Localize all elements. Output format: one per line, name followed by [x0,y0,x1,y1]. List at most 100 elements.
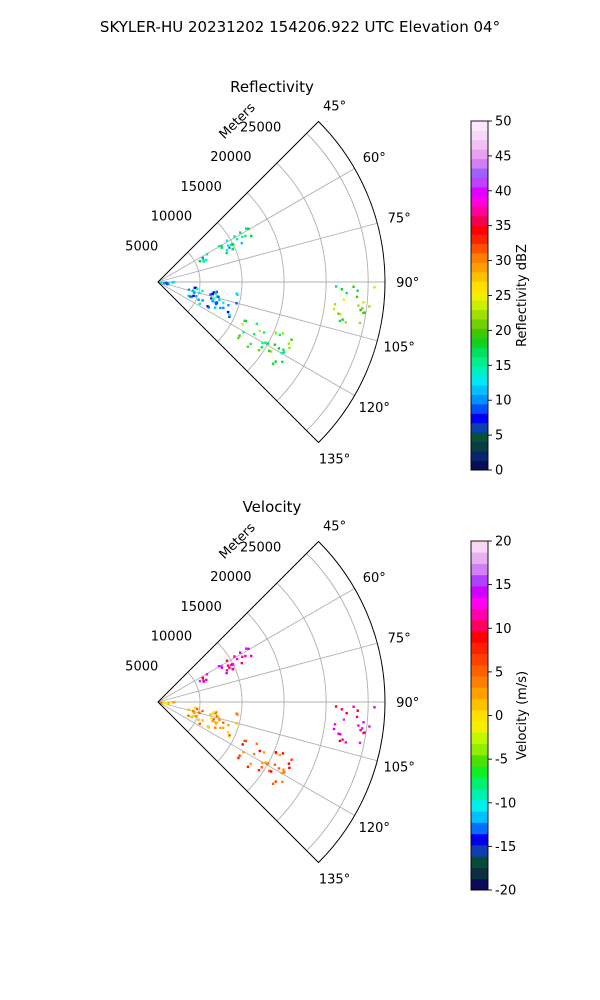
echo-gate [205,678,208,682]
echo-gate [194,715,197,718]
echo-gate [231,247,235,251]
echo-gate [207,726,210,729]
echo-gate [218,718,221,721]
echo-gate [282,351,286,354]
echo-gate [193,286,196,289]
echo-gate [243,319,246,322]
echo-gate [214,712,218,715]
colorbar-band [471,563,488,576]
echo-gate [239,231,242,234]
echo-gate [228,315,231,318]
echo-gate [268,769,271,773]
echo-gate [220,246,224,249]
azimuth-tick-label: 75° [388,631,411,646]
radial-tick-label: 10000 [151,210,192,225]
colorbar-band [471,732,488,745]
echo-gate [226,730,230,734]
colorbar-tick-label: 50 [495,115,512,130]
echo-gate [287,342,291,345]
colorbar-band [471,121,488,131]
colorbar-band [471,271,488,282]
echo-gate [172,280,176,284]
echo-gate [187,708,191,711]
colorbar-tick-label: 40 [495,184,512,199]
echo-gate [266,762,270,765]
echo-gate [271,362,275,365]
radial-tick-label: 20000 [210,150,251,165]
echo-gate [211,720,214,723]
azimuth-tick-label: 75° [388,211,411,226]
sector-outline [157,120,386,444]
echo-gate [222,306,225,310]
echo-gate [337,732,340,735]
echo-gate [257,349,261,352]
colorbar-band [471,743,488,756]
echo-gate [345,711,348,715]
colorbar-band [471,653,488,666]
echo-gate [344,321,347,324]
reflectivity-panel: Reflectivity 500010000150002000025000Met… [125,78,530,479]
echo-gate [258,329,261,333]
echo-gate [238,334,241,337]
colorbar-band [471,394,488,405]
colorbar-tick-label: 5 [495,665,503,680]
echo-gate [240,241,243,245]
colorbar-band [471,754,488,767]
azimuth-spoke [157,642,378,703]
echo-gate [341,738,344,741]
echo-gate [281,360,284,363]
echo-gate [198,291,201,294]
echo-gate [225,239,229,242]
azimuth-tick-label: 135° [319,453,350,468]
echo-gate [262,751,266,754]
echo-gate [212,291,216,294]
echo-gate [250,654,253,658]
echo-gate [205,253,209,256]
echo-gate [258,749,261,753]
colorbar-band [471,187,488,197]
radial-tick-label: 5000 [125,239,158,254]
echo-gate [171,281,174,284]
echo-gate [280,771,283,775]
colorbar-band [471,337,488,348]
echo-gate [171,701,174,704]
echo-gate [357,724,360,727]
echo-gate [361,307,364,310]
echo-gate [247,647,250,650]
colorbar-band [471,642,488,654]
colorbar-band [471,375,488,386]
echo-gate [198,680,202,683]
echo-gate [227,724,230,727]
echo-gate [361,727,364,730]
radial-tick-label: 25000 [240,540,281,555]
echo-gate [339,733,342,736]
echo-gate [220,664,223,668]
echo-gate [339,313,342,316]
echo-gate [344,741,347,744]
colorbar-tick-label: 35 [495,219,512,234]
echo-gate [362,721,365,724]
colorbar-band [471,709,488,722]
echo-gate [158,701,162,705]
echo-gate [190,295,194,299]
echo-gate [231,667,235,671]
echo-gate [201,256,204,260]
colorbar-band [471,721,488,733]
echo-gate [281,752,285,755]
echo-gate [356,709,359,712]
colorbar-band [471,356,488,367]
echo-gate [211,292,214,295]
colorbar-band [471,698,488,711]
azimuth-spoke [157,701,378,762]
colorbar-band [471,205,488,216]
colorbar-band [471,766,488,778]
echo-gate [373,706,376,709]
echo-gate [193,291,196,294]
echo-gate [342,298,346,301]
echo-gate [281,332,285,335]
azimuth-spoke [157,701,355,816]
echo-gate [187,288,191,291]
colorbar-band [471,281,488,292]
echo-gate [235,657,239,661]
